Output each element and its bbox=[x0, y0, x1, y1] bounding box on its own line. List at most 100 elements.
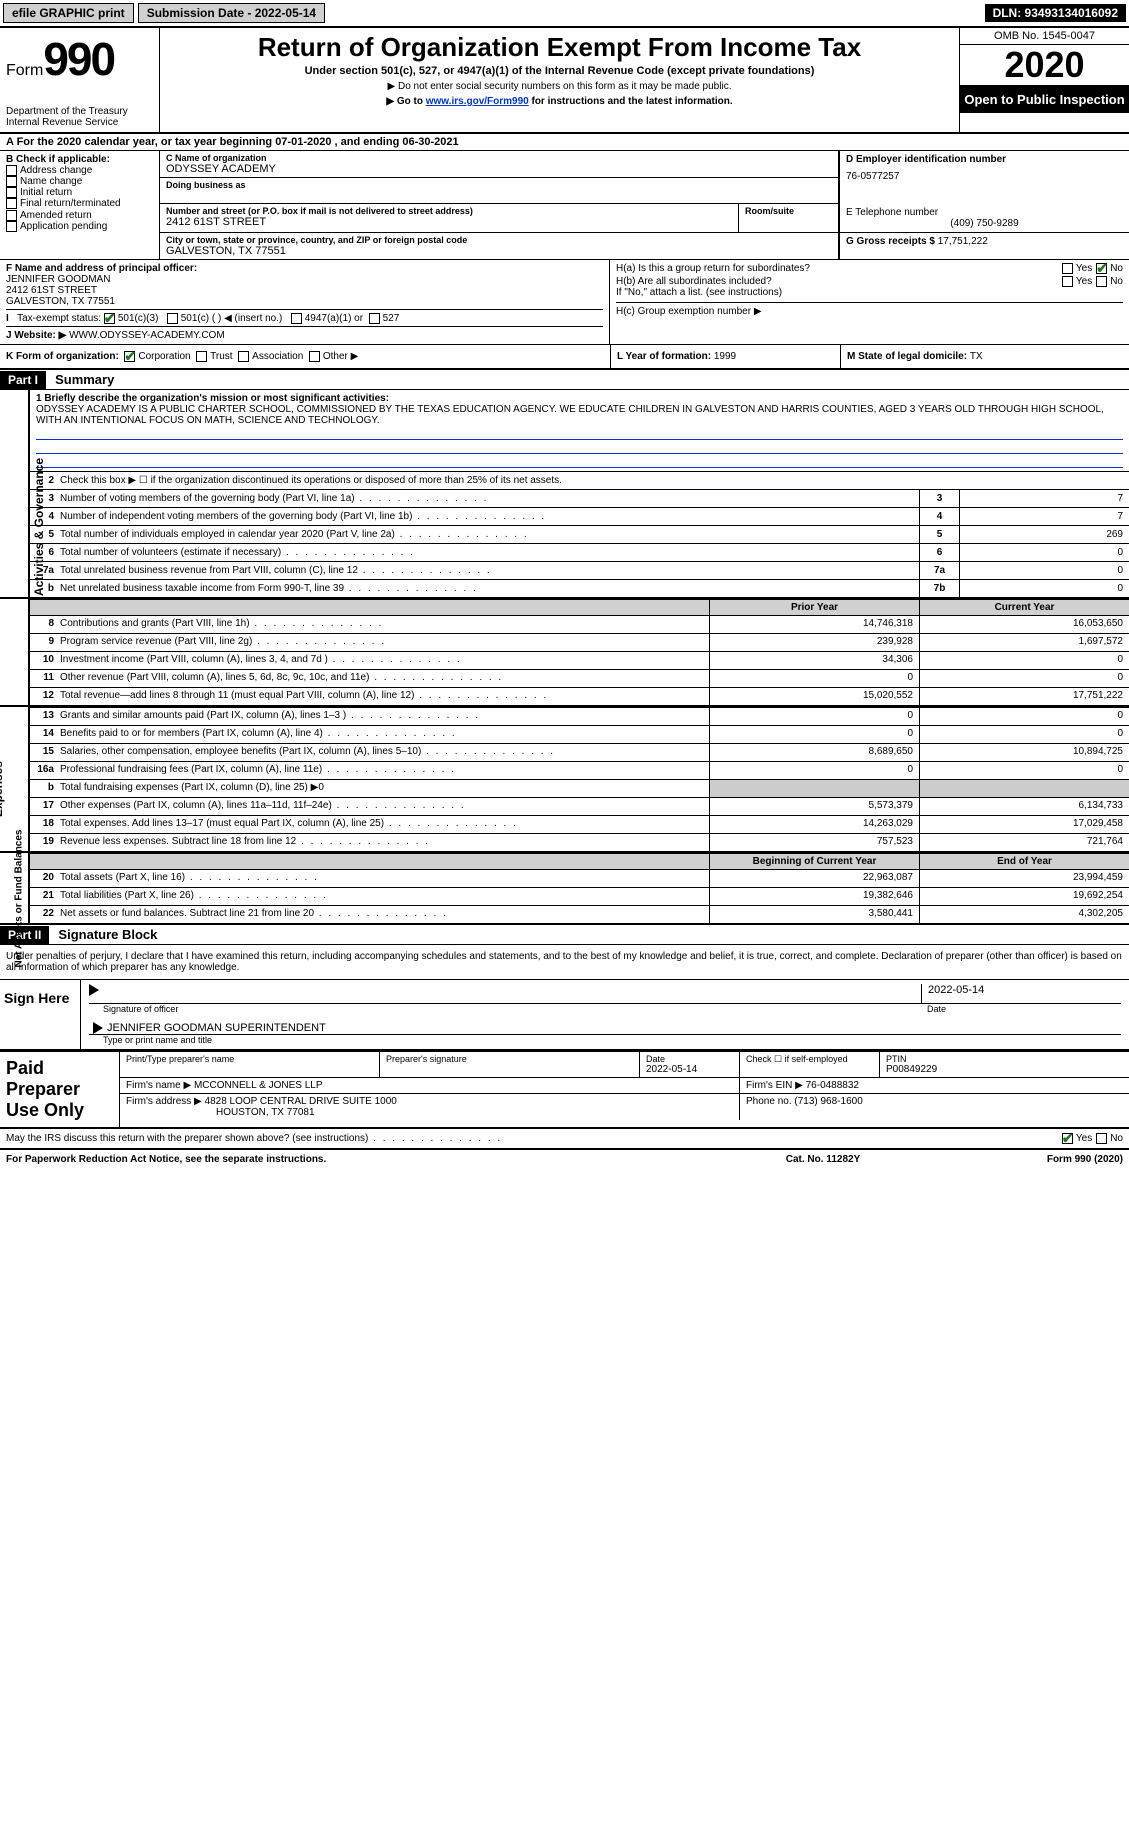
section-l: L Year of formation: 1999 bbox=[610, 345, 840, 368]
mission-block: 1 Briefly describe the organization's mi… bbox=[30, 390, 1129, 471]
chk-final[interactable] bbox=[6, 198, 17, 209]
chk-4947[interactable] bbox=[291, 313, 302, 324]
chk-application[interactable] bbox=[6, 221, 17, 232]
chk-501c3[interactable] bbox=[104, 313, 115, 324]
blue-line bbox=[36, 440, 1123, 454]
lbl-yes: Yes bbox=[1076, 263, 1092, 274]
firm-addr2: HOUSTON, TX 77081 bbox=[126, 1107, 733, 1118]
lbl-527: 527 bbox=[383, 313, 400, 324]
fin-row: 12Total revenue—add lines 8 through 11 (… bbox=[30, 687, 1129, 705]
gov-row: 6Total number of volunteers (estimate if… bbox=[30, 543, 1129, 561]
expenses-section: Expenses 13Grants and similar amounts pa… bbox=[0, 705, 1129, 851]
governance-section: Activities & Governance 1 Briefly descri… bbox=[0, 390, 1129, 597]
section-e: E Telephone number (409) 750-9289 bbox=[839, 204, 1129, 233]
ssn-warning: ▶ Do not enter social security numbers o… bbox=[164, 81, 955, 92]
chk-address[interactable] bbox=[6, 165, 17, 176]
fin-row: 17Other expenses (Part IX, column (A), l… bbox=[30, 797, 1129, 815]
chk-discuss-no[interactable] bbox=[1096, 1133, 1107, 1144]
firm-name: MCCONNELL & JONES LLP bbox=[194, 1080, 323, 1091]
discuss-question: May the IRS discuss this return with the… bbox=[6, 1133, 1062, 1144]
g-label: G Gross receipts $ bbox=[846, 236, 938, 247]
section-m: M State of legal domicile: TX bbox=[840, 345, 1129, 368]
sub3-post: for instructions and the latest informat… bbox=[529, 96, 733, 107]
chk-ha-no[interactable] bbox=[1096, 263, 1107, 274]
lbl-final: Final return/terminated bbox=[20, 199, 121, 210]
gov-row: 7aTotal unrelated business revenue from … bbox=[30, 561, 1129, 579]
lbl-yes2: Yes bbox=[1076, 276, 1092, 287]
lbl-corp: Corporation bbox=[138, 351, 190, 362]
section-b: B Check if applicable: Address change Na… bbox=[0, 151, 160, 259]
instructions-link-row: ▶ Go to www.irs.gov/Form990 for instruct… bbox=[164, 96, 955, 107]
fin-row: 11Other revenue (Part VIII, column (A), … bbox=[30, 669, 1129, 687]
gross-receipts: 17,751,222 bbox=[938, 236, 988, 247]
header-right: OMB No. 1545-0047 2020 Open to Public In… bbox=[959, 28, 1129, 132]
k-label: K Form of organization: bbox=[6, 351, 119, 362]
prep-name-label: Print/Type preparer's name bbox=[126, 1054, 373, 1064]
firm-ein: 76-0488832 bbox=[806, 1080, 859, 1091]
lbl-no: No bbox=[1110, 263, 1123, 274]
prior-year-header: Prior Year bbox=[709, 600, 919, 615]
officer-name-title: JENNIFER GOODMAN SUPERINTENDENT bbox=[89, 1022, 1121, 1035]
chk-discuss-yes[interactable] bbox=[1062, 1133, 1073, 1144]
type-name-label: Type or print name and title bbox=[89, 1035, 1121, 1045]
sig-officer-label: Signature of officer bbox=[89, 1004, 921, 1014]
discuss-yes: Yes bbox=[1076, 1133, 1092, 1144]
open-inspection: Open to Public Inspection bbox=[960, 86, 1129, 113]
f-label: F Name and address of principal officer: bbox=[6, 263, 603, 274]
firm-ein-label: Firm's EIN ▶ bbox=[746, 1080, 806, 1091]
efile-print-button[interactable]: efile GRAPHIC print bbox=[3, 3, 134, 23]
chk-501c[interactable] bbox=[167, 313, 178, 324]
lbl-amended: Amended return bbox=[20, 210, 92, 221]
section-k-l-m: K Form of organization: Corporation Trus… bbox=[0, 345, 1129, 370]
perjury-declaration: Under penalties of perjury, I declare th… bbox=[0, 945, 1129, 979]
header-middle: Return of Organization Exempt From Incom… bbox=[160, 28, 959, 132]
gov-row: 5Total number of individuals employed in… bbox=[30, 525, 1129, 543]
page-footer: For Paperwork Reduction Act Notice, see … bbox=[0, 1150, 1129, 1169]
hb-note: If "No," attach a list. (see instruction… bbox=[616, 287, 1123, 298]
addr-label: Number and street (or P.O. box if mail i… bbox=[166, 206, 732, 216]
chk-ha-yes[interactable] bbox=[1062, 263, 1073, 274]
fin-row: 9Program service revenue (Part VIII, lin… bbox=[30, 633, 1129, 651]
net-assets-section: Net Assets or Fund Balances Beginning of… bbox=[0, 851, 1129, 923]
form-990-page: efile GRAPHIC print Submission Date - 20… bbox=[0, 0, 1129, 1169]
chk-other[interactable] bbox=[309, 351, 320, 362]
chk-amended[interactable] bbox=[6, 210, 17, 221]
e-label: E Telephone number bbox=[846, 207, 1123, 218]
chk-corp[interactable] bbox=[124, 351, 135, 362]
org-name: ODYSSEY ACADEMY bbox=[166, 163, 832, 175]
fin-row: 20Total assets (Part X, line 16)22,963,0… bbox=[30, 869, 1129, 887]
paperwork-notice: For Paperwork Reduction Act Notice, see … bbox=[6, 1154, 723, 1165]
part-i-title: Summary bbox=[49, 370, 120, 389]
fin-row: 14Benefits paid to or for members (Part … bbox=[30, 725, 1129, 743]
chk-trust[interactable] bbox=[196, 351, 207, 362]
chk-initial[interactable] bbox=[6, 187, 17, 198]
gov-row: bNet unrelated business taxable income f… bbox=[30, 579, 1129, 597]
gov-row: 2Check this box ▶ ☐ if the organization … bbox=[30, 471, 1129, 489]
revenue-section: Revenue Prior Year Current Year 8Contrib… bbox=[0, 597, 1129, 705]
dba-label: Doing business as bbox=[166, 180, 832, 190]
j-label: J Website: ▶ bbox=[6, 330, 69, 341]
city-label: City or town, state or province, country… bbox=[166, 235, 832, 245]
irs-link[interactable]: www.irs.gov/Form990 bbox=[426, 96, 529, 107]
lbl-no2: No bbox=[1110, 276, 1123, 287]
dept-treasury: Department of the Treasury bbox=[6, 106, 153, 117]
chk-527[interactable] bbox=[369, 313, 380, 324]
lbl-501c: 501(c) ( ) ◀ (insert no.) bbox=[181, 313, 283, 324]
form-ref: Form 990 (2020) bbox=[923, 1154, 1123, 1165]
net-header: Beginning of Current Year End of Year bbox=[30, 853, 1129, 869]
d-label: D Employer identification number bbox=[846, 154, 1123, 165]
lbl-application: Application pending bbox=[20, 221, 107, 232]
blue-line bbox=[36, 454, 1123, 468]
tax-year: 2020 bbox=[960, 45, 1129, 86]
chk-assoc[interactable] bbox=[238, 351, 249, 362]
section-k: K Form of organization: Corporation Trus… bbox=[0, 345, 610, 368]
officer-addr1: 2412 61ST STREET bbox=[6, 285, 603, 296]
chk-hb-no[interactable] bbox=[1096, 276, 1107, 287]
firm-addr1: 4828 LOOP CENTRAL DRIVE SUITE 1000 bbox=[205, 1096, 397, 1107]
chk-hb-yes[interactable] bbox=[1062, 276, 1073, 287]
chk-name[interactable] bbox=[6, 176, 17, 187]
dept-irs: Internal Revenue Service bbox=[6, 117, 153, 128]
lbl-trust: Trust bbox=[210, 351, 232, 362]
lbl-initial: Initial return bbox=[20, 187, 72, 198]
lbl-assoc: Association bbox=[252, 351, 303, 362]
